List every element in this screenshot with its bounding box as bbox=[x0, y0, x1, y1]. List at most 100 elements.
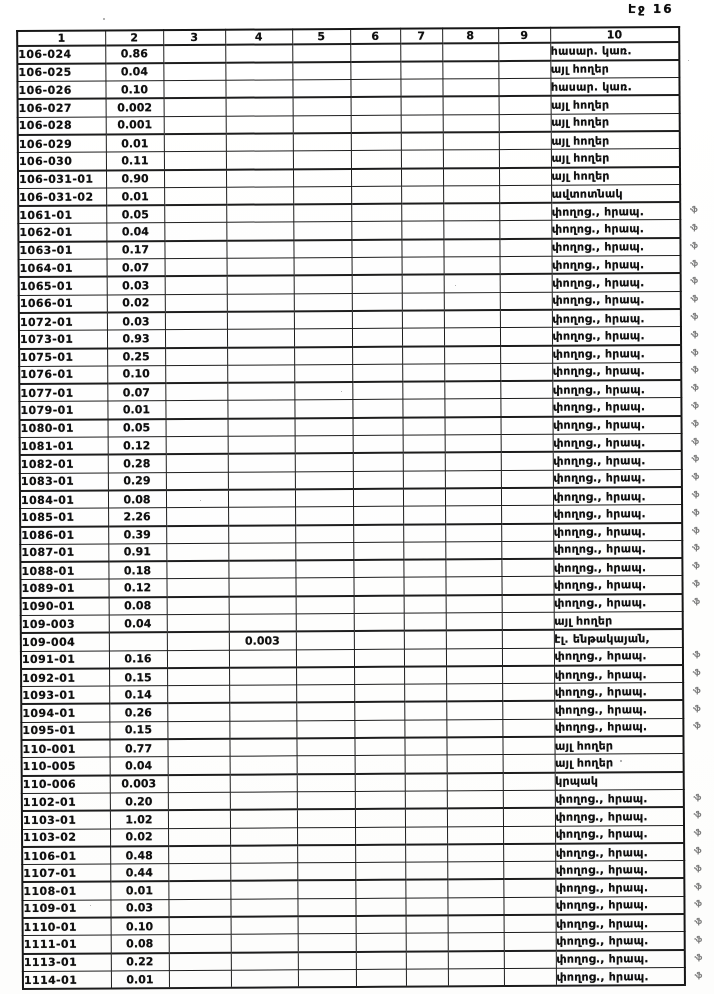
column-header-6: 6 bbox=[350, 28, 401, 44]
cell-col4-value bbox=[228, 578, 296, 597]
margin-artifact-mark: ·ֆ bbox=[689, 311, 698, 322]
cell-land-use: փողոց., հրապ. bbox=[554, 789, 684, 809]
margin-artifact-mark: ·ֆ bbox=[689, 293, 698, 304]
margin-artifact-mark: ·ֆ bbox=[688, 204, 698, 215]
cell-col5-empty bbox=[294, 364, 353, 383]
cell-land-use: փողոց., հրապ. bbox=[552, 397, 682, 417]
cell-parcel-code: 109-003 bbox=[20, 614, 109, 634]
cell-col4-value bbox=[225, 133, 293, 152]
cell-col8-empty bbox=[443, 310, 500, 329]
cell-col4-value bbox=[226, 329, 295, 348]
cell-col7-empty bbox=[401, 274, 444, 293]
cell-parcel-code: 110-001 bbox=[21, 739, 110, 758]
cell-col3-empty bbox=[166, 543, 229, 562]
cell-col7-empty bbox=[405, 915, 448, 934]
cell-col4-value bbox=[228, 542, 296, 561]
cell-col8-empty bbox=[446, 754, 503, 774]
cell-col9-empty bbox=[502, 772, 555, 791]
cell-col6-empty bbox=[355, 915, 406, 934]
cell-col8-empty bbox=[444, 470, 501, 489]
margin-artifact-mark: ·ֆ bbox=[690, 418, 699, 428]
cell-col3-empty bbox=[168, 898, 231, 918]
cell-parcel-code: 1076-01 bbox=[19, 365, 108, 385]
cell-col9-empty bbox=[501, 647, 555, 666]
cell-col7-empty bbox=[402, 452, 445, 471]
cell-land-use: փողոց., հրապ. bbox=[551, 308, 681, 328]
cell-area-value: 0.05 bbox=[106, 205, 165, 224]
cell-col8-empty bbox=[445, 505, 502, 524]
cell-col3-empty bbox=[164, 293, 227, 313]
cell-area-value: 2.26 bbox=[108, 507, 167, 526]
cell-col6-empty bbox=[355, 880, 406, 899]
cell-parcel-code: 106-031-01 bbox=[17, 170, 107, 189]
cell-col5-empty bbox=[295, 577, 354, 597]
cell-area-value: 0.03 bbox=[106, 312, 165, 331]
cell-land-use: փողոց., հրապ. bbox=[551, 326, 682, 346]
cell-col3-empty bbox=[166, 614, 229, 633]
column-header-4: 4 bbox=[225, 29, 293, 45]
cell-col7-empty bbox=[401, 256, 444, 276]
cell-col5-empty bbox=[297, 844, 356, 863]
cell-col9-empty bbox=[503, 879, 556, 898]
cell-land-use: փողոց., հրապ. bbox=[551, 273, 681, 292]
cell-col4-value bbox=[228, 596, 296, 615]
cell-col4-value bbox=[225, 79, 293, 99]
cell-col7-empty bbox=[404, 773, 447, 792]
cell-col6-empty bbox=[353, 506, 404, 525]
cell-col6-empty bbox=[355, 969, 406, 988]
cell-parcel-code: 106-029 bbox=[17, 134, 106, 153]
cell-col3-empty bbox=[166, 560, 229, 580]
cell-land-use: այլ հողեր bbox=[554, 753, 684, 773]
cell-col4-value bbox=[227, 471, 295, 490]
cell-col7-empty bbox=[405, 933, 448, 952]
cell-land-use: փողոց., հրապ. bbox=[552, 344, 682, 364]
cell-parcel-code: 106-028 bbox=[17, 116, 106, 135]
cell-col4-value bbox=[226, 293, 294, 312]
cell-parcel-code: 1102-01 bbox=[21, 792, 110, 812]
cell-col7-empty bbox=[403, 523, 446, 542]
cell-col9-empty bbox=[499, 220, 552, 239]
cell-col8-empty bbox=[444, 399, 501, 418]
cell-land-use: փողոց., հրապ. bbox=[554, 664, 684, 684]
margin-artifact-mark: ·ֆ bbox=[693, 970, 702, 980]
cell-col6-empty bbox=[355, 862, 406, 881]
margin-artifact-mark: ·ֆ bbox=[691, 685, 701, 695]
cell-col8-empty bbox=[446, 701, 503, 720]
scan-noise-speck bbox=[103, 18, 105, 20]
cell-col7-empty bbox=[404, 684, 447, 703]
cell-col8-empty bbox=[442, 114, 499, 133]
cell-land-use: այլ հողեր bbox=[550, 59, 680, 79]
margin-artifact-mark: ·ֆ bbox=[690, 382, 699, 393]
cell-col4-value bbox=[227, 400, 295, 419]
cell-col8-empty bbox=[442, 78, 499, 97]
cell-area-value: 0.02 bbox=[106, 294, 165, 313]
cell-col6-empty bbox=[351, 186, 402, 205]
cell-col4-value bbox=[229, 685, 297, 704]
cell-parcel-code: 1095-01 bbox=[21, 721, 110, 741]
cell-land-use: փողոց., հրապ. bbox=[555, 967, 685, 986]
cell-col8-empty bbox=[444, 381, 501, 400]
cell-col5-empty bbox=[293, 239, 352, 258]
cell-area-value: 0.01 bbox=[105, 134, 164, 153]
cell-col7-empty bbox=[405, 826, 448, 845]
cell-col9-empty bbox=[501, 594, 554, 613]
cell-col6-empty bbox=[351, 221, 402, 240]
cell-area-value: 0.03 bbox=[106, 276, 165, 295]
cell-area-value: 0.93 bbox=[106, 329, 166, 349]
cell-land-use: փողոց., հրապ. bbox=[552, 486, 683, 506]
margin-artifact-mark: ·ֆ bbox=[690, 471, 699, 482]
margin-artifact-mark: ·ֆ bbox=[690, 400, 699, 411]
cell-col7-empty bbox=[402, 417, 445, 436]
cell-col9-empty bbox=[499, 274, 552, 293]
cell-area-value: 0.86 bbox=[105, 45, 164, 64]
cell-col3-empty bbox=[164, 276, 227, 295]
cell-col8-empty bbox=[444, 452, 501, 471]
cell-col8-empty bbox=[443, 292, 500, 311]
cell-col7-empty bbox=[404, 737, 447, 756]
cell-col3-empty bbox=[165, 365, 228, 384]
cell-col9-empty bbox=[500, 363, 553, 382]
margin-artifact-mark: ·ֆ bbox=[693, 934, 702, 945]
cell-col4-value bbox=[227, 364, 295, 383]
cell-area-value: 0.39 bbox=[108, 525, 167, 544]
cell-col9-empty bbox=[501, 558, 554, 577]
